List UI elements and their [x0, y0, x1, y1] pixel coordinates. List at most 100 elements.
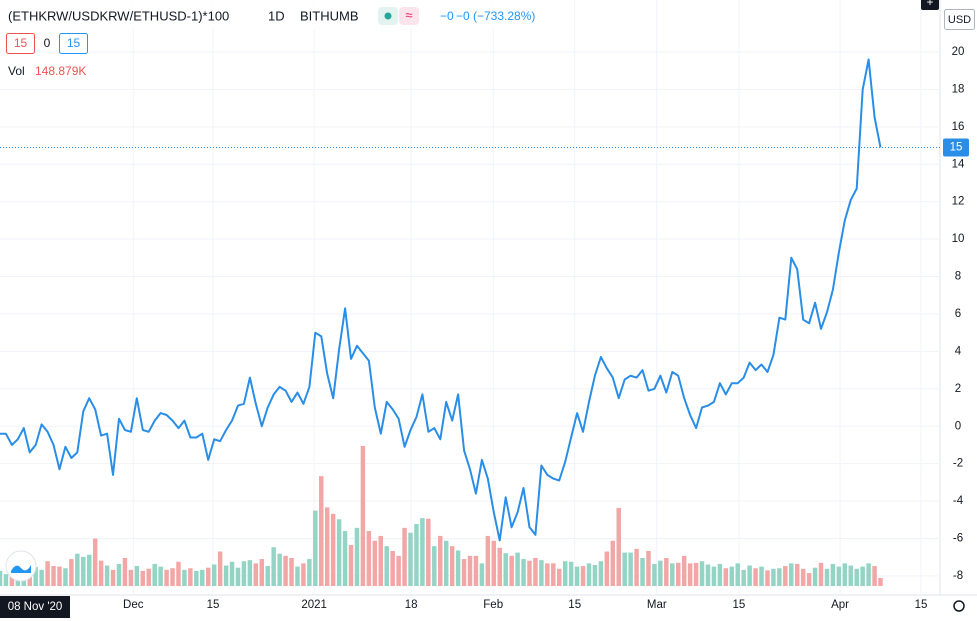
volume-bar [146, 568, 151, 586]
legend-change-pct: (−733.28%) [473, 9, 535, 23]
volume-bar [491, 540, 497, 586]
volume-bar [271, 547, 276, 586]
settings-icon[interactable] [953, 600, 965, 612]
volume-bar [878, 577, 883, 586]
volume-bar [747, 565, 752, 586]
price-tag [943, 138, 969, 157]
volume-bar [705, 564, 711, 586]
volume-bar [194, 570, 199, 586]
x-tick-label: Dec [123, 599, 144, 611]
volume-bar [63, 568, 68, 586]
volume-bar [235, 567, 241, 586]
symbol-title[interactable]: (ETHKRW/USDKRW/ETHUSD-1)*100 [8, 8, 229, 23]
spread: 0 [44, 36, 51, 50]
crosshair-date-bg [0, 596, 70, 618]
volume-bar [39, 569, 44, 586]
volume-bar [265, 566, 270, 586]
volume-bar [295, 566, 300, 586]
volume-bar [253, 563, 259, 586]
y-tick-label: 20 [952, 46, 965, 58]
volume-bar [164, 569, 169, 586]
volume-bar [836, 566, 842, 586]
volume-bar [658, 560, 663, 586]
volume-bar [473, 555, 479, 586]
volume-bar [687, 563, 693, 586]
currency: USD [948, 14, 971, 26]
volume-bar [116, 563, 122, 586]
volume-bar [812, 567, 818, 586]
volume-bar [217, 551, 223, 586]
volume-bar [384, 546, 389, 586]
volume-bar [408, 532, 413, 586]
volume-bar [354, 527, 360, 586]
header-bg [0, 0, 560, 30]
x-tick-label: 15 [207, 599, 220, 611]
volume-bar [152, 563, 157, 586]
volume-bar [45, 561, 50, 586]
logo[interactable] [5, 550, 37, 582]
volume-bar [200, 569, 205, 586]
volume-bar [806, 573, 812, 586]
volume-bar [277, 553, 282, 586]
volume-bar [622, 552, 627, 586]
volume-bar [336, 519, 342, 586]
volume-bar [301, 563, 306, 586]
volume-bar [723, 568, 729, 586]
volume-bar [122, 558, 128, 586]
currency-box[interactable] [944, 9, 975, 30]
interval[interactable]: 1D [268, 8, 285, 23]
zoom-icon: + [926, 0, 933, 9]
volume-bar [455, 550, 461, 586]
volume-bar [134, 566, 140, 586]
volume-bar [372, 540, 378, 586]
y-tick-label: 8 [955, 271, 961, 283]
volume-bar [98, 560, 104, 586]
volume-bar [860, 566, 865, 586]
x-tick-label: 15 [568, 599, 581, 611]
volume-bar [717, 563, 723, 586]
volume-bar [223, 565, 229, 586]
volume-bar [753, 568, 758, 586]
volume-bar [545, 563, 550, 586]
volume-bar [771, 568, 776, 586]
x-tick-label: Feb [483, 599, 503, 611]
volume-bar [872, 566, 877, 586]
volume-bar [693, 562, 699, 586]
volume-bar [818, 562, 824, 586]
volume-bar [158, 566, 163, 586]
volume-bar [634, 548, 639, 586]
volume-title: Vol [8, 64, 25, 78]
volume-bar [485, 535, 491, 586]
volume-bar [330, 513, 336, 586]
y-tick-label: 14 [952, 158, 965, 170]
volume-bar [289, 558, 294, 586]
volume-bar [783, 566, 788, 586]
volume-bar [9, 572, 15, 586]
volume-bar [449, 546, 455, 586]
volume-bar [527, 560, 532, 586]
volume-bar [259, 559, 265, 586]
volume-bar [87, 554, 92, 586]
volume-bar [824, 568, 830, 586]
buy-button[interactable] [59, 33, 88, 54]
sell-button[interactable] [6, 33, 35, 54]
zoom-button[interactable] [921, 0, 939, 10]
volume-bar [539, 560, 544, 586]
volume-bar [479, 563, 485, 586]
y-tick-label: -2 [953, 458, 963, 470]
volume-bar [848, 565, 853, 586]
x-tick-label: 2021 [301, 599, 327, 611]
volume-bar [438, 535, 443, 586]
price-tag-label: 15 [950, 141, 963, 153]
delay-icon[interactable] [399, 7, 419, 25]
x-tick-label: Mar [647, 599, 667, 611]
volume-value: 148.879K [35, 64, 86, 78]
volume-bar [51, 566, 56, 586]
price-layer [0, 58, 940, 542]
volume-bar [562, 561, 568, 586]
volume-bar [324, 507, 330, 586]
y-tick-label: -4 [953, 495, 964, 507]
volume-bar [616, 507, 621, 586]
volume-bar [241, 561, 247, 586]
price-line [0, 58, 882, 542]
